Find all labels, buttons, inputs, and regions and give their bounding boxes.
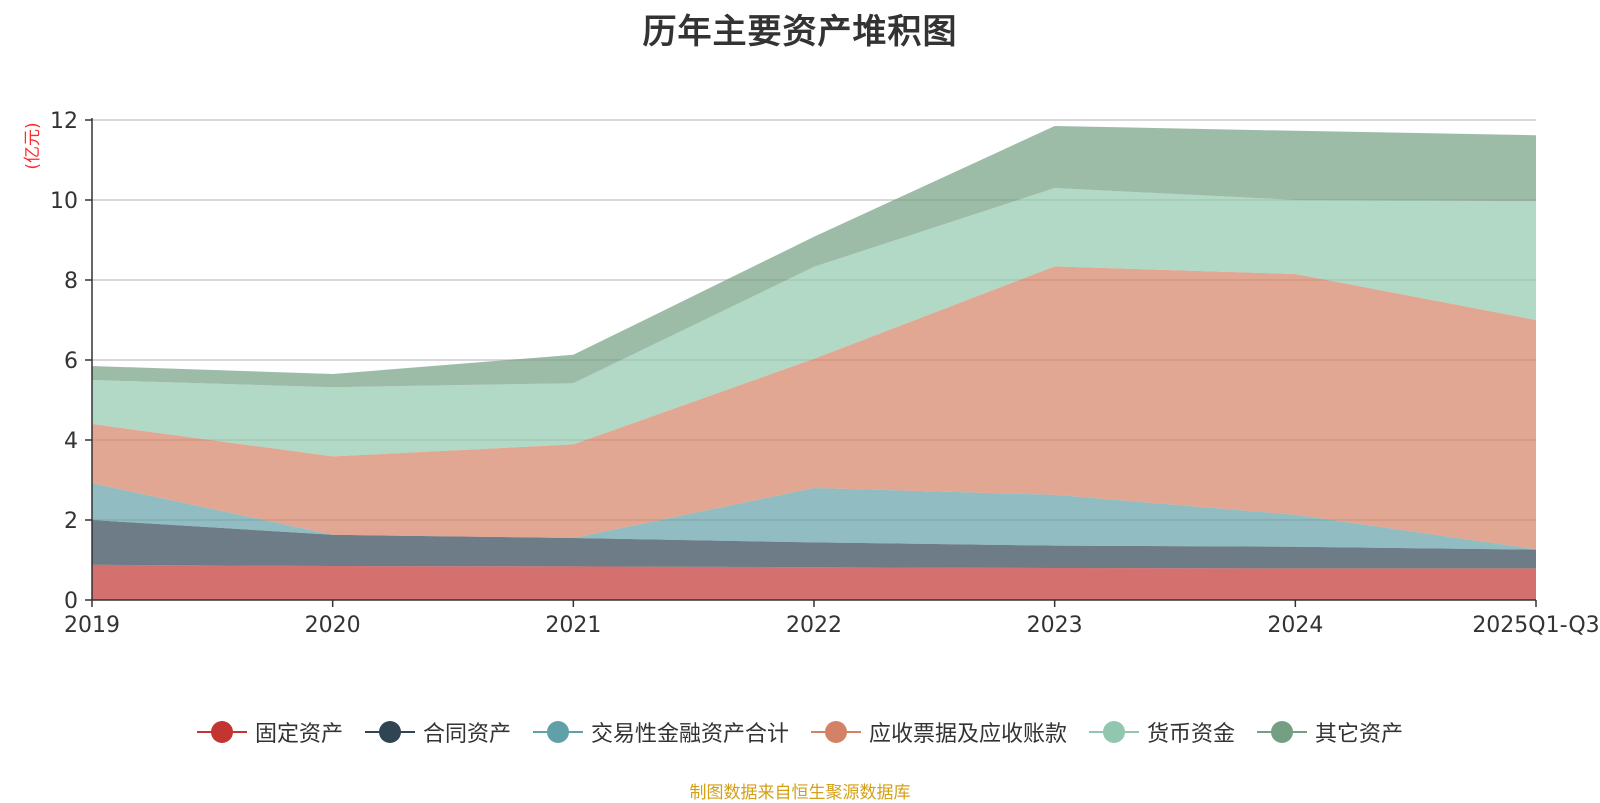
area-series-5[interactable] <box>92 126 1536 388</box>
area-layer <box>92 126 1536 600</box>
legend-label: 货币资金 <box>1147 722 1236 747</box>
area-series-2[interactable] <box>92 483 1536 550</box>
x-tick-label: 2019 <box>64 613 120 638</box>
legend-label: 其它资产 <box>1315 722 1404 747</box>
y-tick-label: 10 <box>50 189 78 214</box>
y-tick-label: 0 <box>64 589 78 614</box>
legend-item-5[interactable]: 其它资产 <box>1257 716 1403 748</box>
y-tick-label: 4 <box>64 429 78 454</box>
legend: 固定资产 合同资产 交易性金融资产合计 应收票据及应收账款 货币资金 其它资产 <box>0 716 1600 748</box>
x-tick-label: 2022 <box>786 613 842 638</box>
y-tick-label: 12 <box>50 109 78 134</box>
legend-label: 固定资产 <box>254 722 343 747</box>
x-tick-label: 2021 <box>545 613 601 638</box>
source-note: 制图数据来自恒生聚源数据库 <box>689 783 911 803</box>
legend-label: 合同资产 <box>422 722 511 747</box>
x-tick-label: 2024 <box>1267 613 1323 638</box>
legend-label: 应收票据及应收账款 <box>869 722 1068 747</box>
x-tick-label: 2020 <box>305 613 361 638</box>
legend-item-2[interactable]: 交易性金融资产合计 <box>532 716 789 748</box>
x-tick-label: 2025Q1-Q3 <box>1472 613 1599 638</box>
legend-item-3[interactable]: 应收票据及应收账款 <box>811 716 1067 748</box>
area-series-1[interactable] <box>92 520 1536 569</box>
y-tick-label: 2 <box>64 509 78 534</box>
chart-title: 历年主要资产堆积图 <box>642 12 958 52</box>
legend-marker-icon <box>811 720 861 744</box>
legend-item-4[interactable]: 货币资金 <box>1089 716 1235 748</box>
area-series-0[interactable] <box>92 564 1536 600</box>
legend-marker-icon <box>364 720 415 744</box>
area-series-3[interactable] <box>92 266 1536 550</box>
y-tick-label: 8 <box>64 269 78 294</box>
legend-item-1[interactable]: 合同资产 <box>364 716 511 748</box>
legend-marker-icon <box>1089 720 1140 744</box>
area-series-4[interactable] <box>92 188 1536 457</box>
legend-item-0[interactable]: 固定资产 <box>196 716 343 748</box>
legend-marker-icon <box>1257 720 1308 744</box>
axis-layer: 0 2 4 6 8 10 12 2019 2020 2021 2022 2023 2024 2025Q1-… <box>50 109 1600 638</box>
legend-marker-icon <box>532 720 583 744</box>
y-axis-label: (亿元) <box>23 122 43 169</box>
legend-label: 交易性金融资产合计 <box>590 722 789 747</box>
y-tick-label: 6 <box>64 349 78 374</box>
x-tick-label: 2023 <box>1027 613 1083 638</box>
legend-marker-icon <box>196 720 247 744</box>
